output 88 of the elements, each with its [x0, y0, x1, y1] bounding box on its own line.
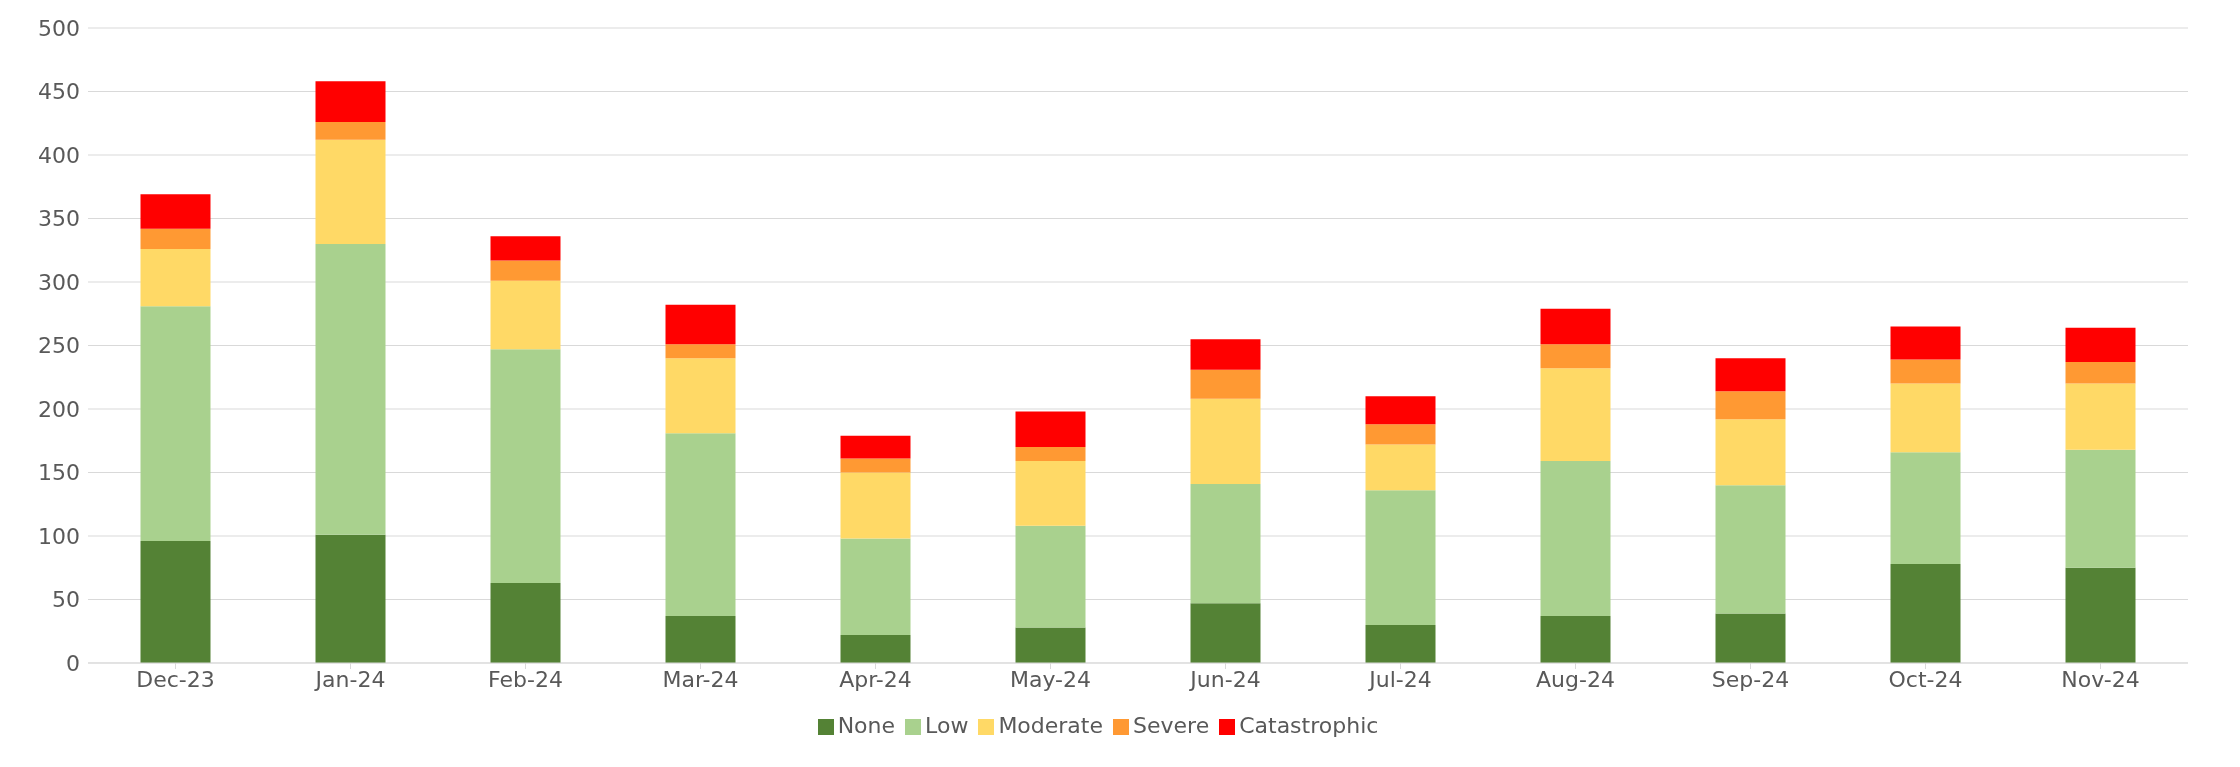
bar — [1890, 563, 1961, 663]
bar — [1015, 461, 1086, 526]
x-tick-label: Nov-24 — [2061, 666, 2140, 692]
x-tick-label: Jul-24 — [1367, 666, 1432, 692]
bar — [1890, 326, 1961, 360]
bar — [840, 538, 911, 636]
bar — [1540, 461, 1611, 617]
bar — [1890, 383, 1961, 453]
bar — [665, 433, 736, 617]
bar — [1540, 308, 1611, 345]
y-tick-label: 250 — [38, 333, 80, 359]
x-tick-label: Jan-24 — [313, 666, 386, 692]
bar — [1540, 368, 1611, 462]
y-tick-label: 400 — [38, 142, 80, 168]
bar — [1015, 411, 1086, 448]
bar — [1190, 369, 1261, 399]
bar — [315, 121, 386, 140]
bar — [1015, 627, 1086, 663]
bar — [1365, 444, 1436, 491]
bar — [2065, 449, 2136, 568]
x-tick-label: May-24 — [1009, 666, 1092, 692]
bar — [665, 304, 736, 345]
legend-label: Low — [925, 713, 969, 738]
bar — [1365, 396, 1436, 425]
x-tick-label: Feb-24 — [488, 666, 563, 692]
y-tick-label: 50 — [52, 587, 80, 613]
x-tick-label: Apr-24 — [839, 666, 912, 692]
bar — [1715, 391, 1786, 420]
bar — [315, 534, 386, 663]
y-tick-label: 350 — [38, 206, 80, 232]
bar — [1715, 419, 1786, 486]
bar — [840, 458, 911, 473]
bar — [2065, 362, 2136, 384]
bar — [490, 582, 561, 663]
bar — [490, 236, 561, 261]
bar — [840, 472, 911, 539]
y-tick-label: 200 — [38, 396, 80, 422]
bar — [140, 248, 211, 307]
bar — [140, 541, 211, 663]
y-tick-label: 500 — [38, 15, 80, 41]
bar — [665, 344, 736, 359]
y-tick-label: 0 — [66, 650, 80, 676]
bar — [315, 243, 386, 535]
bar — [2065, 383, 2136, 450]
bar — [665, 616, 736, 663]
legend-label: Moderate — [998, 713, 1104, 738]
x-tick-label: Oct-24 — [1888, 666, 1963, 692]
x-tick-label: Aug-24 — [1536, 666, 1615, 692]
bar — [840, 635, 911, 663]
bar — [1365, 424, 1436, 445]
bar — [1890, 359, 1961, 384]
legend-label: None — [837, 713, 896, 738]
x-tick-label: Sep-24 — [1711, 666, 1790, 692]
y-tick-label: 150 — [38, 460, 80, 486]
bar — [840, 435, 911, 459]
bar — [2065, 567, 2136, 663]
y-tick-label: 300 — [38, 269, 80, 295]
bar — [490, 349, 561, 583]
bar — [1365, 490, 1436, 625]
bar — [1190, 398, 1261, 484]
bar — [315, 139, 386, 244]
bar — [140, 194, 211, 229]
legend-label: Catastrophic — [1239, 713, 1379, 738]
bar — [665, 358, 736, 434]
bar — [1540, 344, 1611, 369]
bar — [1715, 485, 1786, 614]
bar — [315, 81, 386, 122]
bar — [1540, 616, 1611, 663]
bar — [140, 306, 211, 542]
legend-label: Severe — [1133, 713, 1210, 738]
bar — [490, 260, 561, 281]
bar — [1890, 452, 1961, 564]
bar — [1715, 613, 1786, 663]
bar — [1190, 339, 1261, 370]
x-tick-label: Jun-24 — [1188, 666, 1261, 692]
x-tick-label: Dec-23 — [136, 666, 215, 692]
bar — [1190, 483, 1261, 604]
bar — [1015, 447, 1086, 462]
bar — [1365, 624, 1436, 663]
bar — [1190, 603, 1261, 663]
bar — [490, 280, 561, 350]
bar — [2065, 327, 2136, 363]
y-tick-label: 450 — [38, 79, 80, 105]
bar — [1015, 525, 1086, 628]
bar — [140, 228, 211, 249]
x-tick-label: Mar-24 — [662, 666, 739, 692]
y-tick-label: 100 — [38, 523, 80, 549]
bar — [1715, 358, 1786, 392]
